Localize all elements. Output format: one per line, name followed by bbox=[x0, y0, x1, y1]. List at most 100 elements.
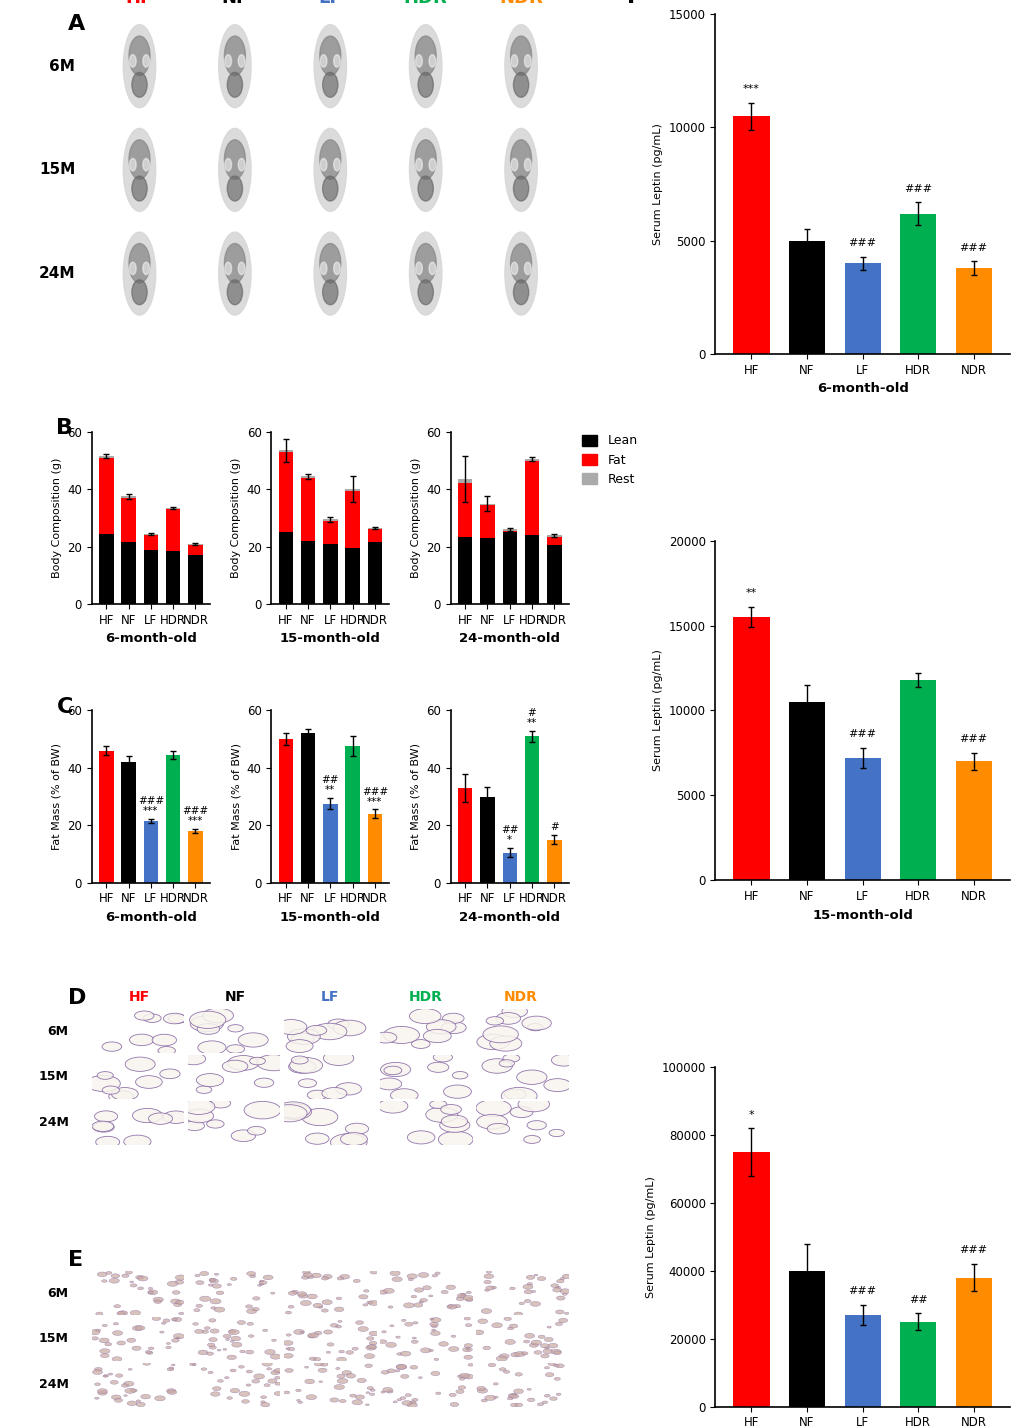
Circle shape bbox=[376, 1078, 401, 1090]
Circle shape bbox=[464, 1317, 470, 1319]
Circle shape bbox=[261, 1401, 265, 1402]
Ellipse shape bbox=[218, 24, 251, 107]
Circle shape bbox=[465, 1324, 472, 1327]
Circle shape bbox=[95, 1382, 100, 1385]
Circle shape bbox=[464, 1355, 472, 1359]
Circle shape bbox=[298, 1401, 303, 1404]
Circle shape bbox=[209, 1278, 216, 1281]
Bar bbox=[144, 536, 158, 550]
Circle shape bbox=[330, 1324, 337, 1327]
Circle shape bbox=[112, 1331, 122, 1335]
Circle shape bbox=[544, 1338, 552, 1342]
Circle shape bbox=[457, 1294, 466, 1298]
Bar bbox=[844, 758, 879, 880]
Circle shape bbox=[500, 1087, 537, 1104]
Circle shape bbox=[510, 1394, 519, 1398]
Circle shape bbox=[214, 1274, 218, 1275]
Circle shape bbox=[433, 1358, 438, 1361]
Circle shape bbox=[249, 1335, 254, 1338]
Bar bbox=[166, 551, 180, 604]
Circle shape bbox=[285, 1348, 289, 1349]
Circle shape bbox=[544, 1347, 548, 1349]
Circle shape bbox=[250, 1275, 256, 1278]
Circle shape bbox=[544, 1394, 550, 1397]
Circle shape bbox=[96, 1137, 119, 1148]
Circle shape bbox=[422, 1285, 431, 1289]
Circle shape bbox=[359, 1295, 368, 1299]
Circle shape bbox=[226, 1355, 236, 1359]
Ellipse shape bbox=[524, 263, 531, 274]
Circle shape bbox=[262, 1361, 272, 1367]
Bar bbox=[502, 531, 517, 533]
Text: ###: ### bbox=[848, 238, 875, 248]
Ellipse shape bbox=[416, 263, 422, 274]
Circle shape bbox=[172, 1317, 181, 1322]
Ellipse shape bbox=[322, 280, 337, 304]
Circle shape bbox=[92, 1337, 99, 1339]
Circle shape bbox=[503, 1371, 510, 1374]
Ellipse shape bbox=[504, 24, 537, 107]
Circle shape bbox=[481, 1308, 491, 1314]
Circle shape bbox=[458, 1385, 466, 1389]
Circle shape bbox=[427, 1062, 448, 1072]
Circle shape bbox=[217, 1379, 223, 1382]
Circle shape bbox=[418, 1377, 422, 1378]
Text: 6M: 6M bbox=[48, 1025, 68, 1038]
Ellipse shape bbox=[123, 24, 156, 107]
Circle shape bbox=[323, 1051, 354, 1065]
Circle shape bbox=[389, 1271, 399, 1275]
Circle shape bbox=[352, 1347, 358, 1351]
Circle shape bbox=[489, 1035, 522, 1051]
Circle shape bbox=[420, 1348, 431, 1352]
Circle shape bbox=[519, 1302, 524, 1305]
Circle shape bbox=[223, 1348, 226, 1351]
Y-axis label: Serum Leptin (pg/mL): Serum Leptin (pg/mL) bbox=[652, 123, 662, 246]
Circle shape bbox=[262, 1329, 268, 1331]
Circle shape bbox=[284, 1368, 292, 1372]
Circle shape bbox=[544, 1367, 549, 1369]
Circle shape bbox=[271, 1371, 279, 1375]
Circle shape bbox=[263, 1275, 273, 1279]
Circle shape bbox=[366, 1392, 370, 1394]
Circle shape bbox=[172, 1291, 180, 1294]
Circle shape bbox=[411, 1339, 418, 1344]
Text: ##: ## bbox=[908, 1295, 926, 1305]
Circle shape bbox=[548, 1130, 564, 1137]
Bar bbox=[121, 497, 136, 498]
Bar bbox=[733, 1152, 768, 1407]
Circle shape bbox=[301, 1275, 309, 1279]
Ellipse shape bbox=[227, 280, 243, 304]
Circle shape bbox=[260, 1395, 266, 1398]
Ellipse shape bbox=[320, 244, 340, 283]
Bar bbox=[546, 840, 561, 883]
Circle shape bbox=[337, 1277, 343, 1279]
Circle shape bbox=[260, 1279, 263, 1282]
Ellipse shape bbox=[409, 129, 441, 211]
Circle shape bbox=[464, 1344, 472, 1348]
Circle shape bbox=[135, 1011, 154, 1020]
Circle shape bbox=[293, 1329, 304, 1335]
Circle shape bbox=[111, 1274, 119, 1278]
Bar bbox=[899, 680, 935, 880]
Circle shape bbox=[102, 1087, 119, 1094]
Circle shape bbox=[163, 1014, 185, 1024]
Circle shape bbox=[358, 1327, 368, 1331]
Circle shape bbox=[214, 1307, 224, 1312]
Text: LF: LF bbox=[321, 990, 339, 1004]
Ellipse shape bbox=[415, 140, 436, 178]
Circle shape bbox=[420, 1298, 427, 1302]
Circle shape bbox=[248, 1127, 265, 1135]
Circle shape bbox=[463, 1295, 473, 1301]
Circle shape bbox=[274, 1377, 280, 1379]
Circle shape bbox=[430, 1331, 440, 1335]
Circle shape bbox=[352, 1399, 362, 1405]
Bar bbox=[546, 545, 561, 604]
Circle shape bbox=[382, 1388, 392, 1392]
X-axis label: 15-month-old: 15-month-old bbox=[279, 633, 380, 645]
Circle shape bbox=[429, 1318, 433, 1319]
Ellipse shape bbox=[224, 244, 246, 283]
Circle shape bbox=[128, 1368, 132, 1371]
Ellipse shape bbox=[128, 36, 150, 76]
Ellipse shape bbox=[409, 233, 441, 316]
Ellipse shape bbox=[511, 263, 518, 274]
